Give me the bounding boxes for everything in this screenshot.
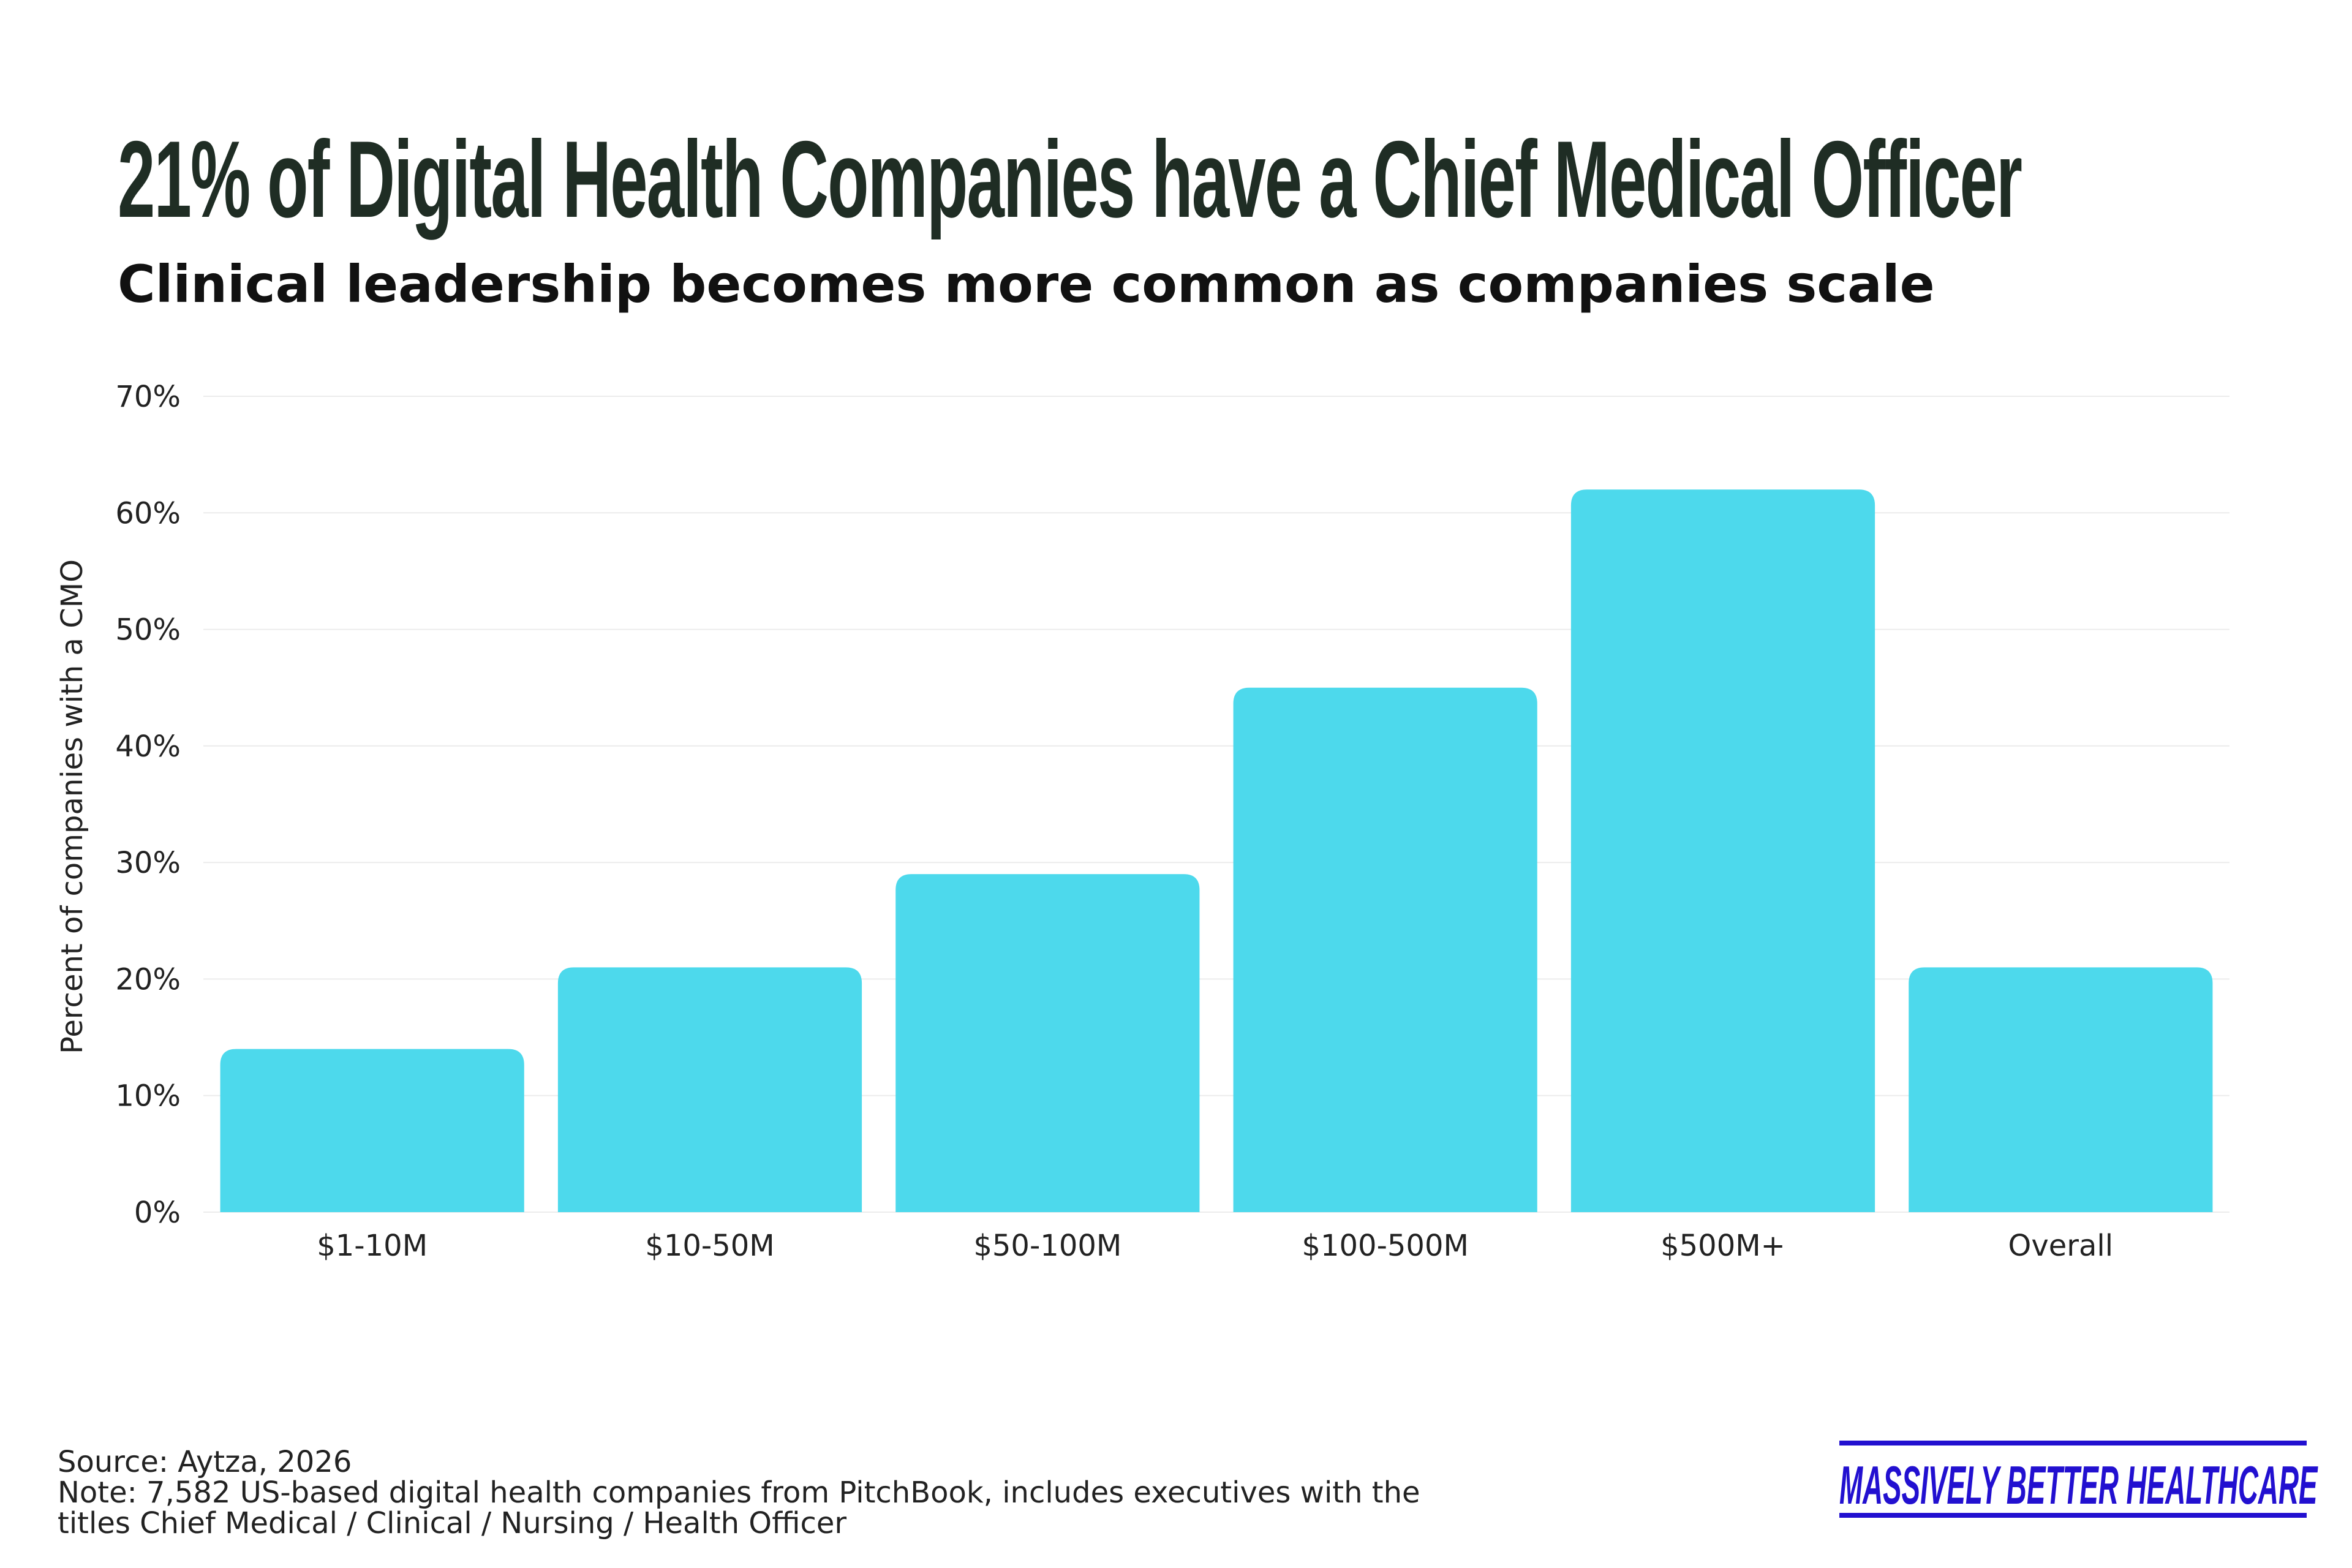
bar	[1909, 967, 2213, 1212]
y-tick-label: 40%	[115, 729, 181, 764]
y-tick-label: 50%	[115, 613, 181, 647]
y-tick-label: 70%	[115, 380, 181, 414]
logo-text: MASSIVELY BETTER HEALTHCARE	[1839, 1455, 2318, 1515]
note-text-line2: titles Chief Medical / Clinical / Nursin…	[58, 1506, 847, 1540]
bar	[1570, 489, 1875, 1213]
chart-title: 21% of Digital Health Companies have a C…	[118, 118, 2022, 240]
x-tick-label: $50-100M	[973, 1229, 1121, 1263]
chart-subtitle: Clinical leadership becomes more common …	[118, 254, 1935, 314]
bar	[220, 1049, 524, 1212]
bar-chart: 0% 10% 20% 30% 40% 50% 60% 70% $1-10M $10-50M $50…	[55, 380, 2230, 1263]
x-tick-label: Overall	[2008, 1229, 2114, 1263]
x-tick-label: $500M+	[1660, 1229, 1785, 1263]
y-tick-label: 60%	[115, 496, 181, 530]
x-tick-label: $100-500M	[1302, 1229, 1469, 1263]
brand-logo: MASSIVELY BETTER HEALTHCARE	[1839, 1441, 2318, 1518]
bar	[1233, 687, 1537, 1212]
x-tick-label: $1-10M	[317, 1229, 428, 1263]
y-axis-label: Percent of companies with a CMO	[55, 559, 89, 1054]
note-text-line1: Note: 7,582 US-based digital health comp…	[58, 1476, 1420, 1510]
x-tick-label: $10-50M	[645, 1229, 774, 1263]
source-text: Source: Aytza, 2026	[58, 1445, 352, 1479]
bar	[557, 967, 862, 1212]
bar	[895, 874, 1200, 1212]
y-tick-label: 30%	[115, 846, 181, 880]
y-tick-label: 0%	[134, 1196, 181, 1230]
y-tick-label: 10%	[115, 1079, 181, 1114]
y-tick-label: 20%	[115, 962, 181, 997]
